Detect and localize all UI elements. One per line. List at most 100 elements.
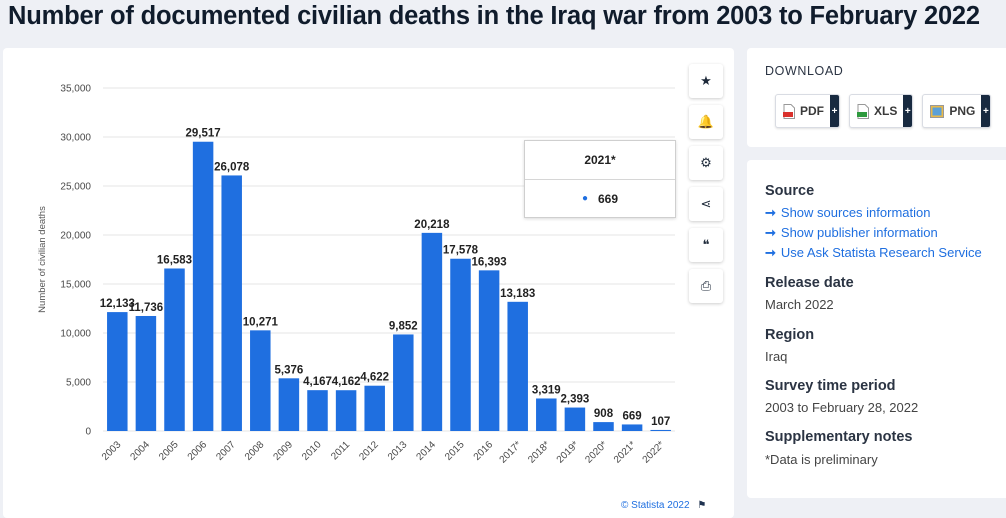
download-pdf-button[interactable]: PDF + [775, 94, 840, 128]
png-file-icon [930, 104, 945, 118]
bell-button[interactable]: 🔔 [689, 105, 723, 139]
supplementary-notes-value: *Data is preliminary [765, 452, 878, 467]
download-panel: DOWNLOAD PDF + XLS + [747, 48, 1006, 147]
share-icon: ⋖ [700, 196, 712, 211]
series-dot-icon: ● [581, 193, 588, 204]
bar [278, 378, 300, 431]
chart-tooltip: 2021* ● 669 [524, 140, 676, 218]
flag-icon: ⚑ [697, 500, 707, 511]
bar [335, 390, 357, 431]
x-tick-label: 2007 [214, 439, 238, 463]
data-label: 5,376 [275, 364, 304, 376]
copyright-text: © Statista 2022 [621, 500, 690, 511]
link-label: Show sources information [780, 205, 931, 220]
data-label: 20,218 [414, 219, 450, 231]
arrow-right-icon: ➞ [765, 225, 776, 240]
bar [192, 141, 214, 431]
bar [250, 330, 271, 431]
x-tick-label: 2005 [157, 439, 181, 463]
x-tick-label: 2009 [272, 439, 296, 463]
y-tick-label: 25,000 [60, 182, 91, 193]
y-tick-label: 15,000 [60, 280, 91, 291]
chart-toolbar: ★ 🔔 ⚙ ⋖ ❝ ⎙ [689, 64, 723, 310]
x-tick-label: 2014 [415, 439, 439, 463]
x-tick-label: 2008 [243, 439, 267, 463]
xls-file-icon [857, 103, 869, 119]
data-label: 29,517 [186, 128, 221, 140]
bar [536, 398, 557, 431]
tooltip-body: ● 669 [525, 180, 675, 217]
download-xls-main: XLS [850, 95, 903, 127]
x-tick-label: 2020* [583, 439, 609, 465]
png-label: PNG [949, 104, 976, 118]
region-heading: Region [765, 327, 815, 343]
x-tick-label: 2016 [472, 439, 496, 463]
x-tick-label: 2018* [526, 439, 552, 465]
data-label: 11,736 [129, 302, 164, 314]
data-label: 908 [594, 408, 614, 420]
bar [364, 385, 385, 431]
x-tick-label: 2015 [443, 439, 467, 463]
bar [107, 312, 128, 431]
bar [650, 429, 671, 431]
data-label: 26,078 [214, 161, 250, 173]
data-label: 13,183 [500, 288, 535, 300]
bar [393, 334, 414, 431]
x-tick-label: 2019* [555, 439, 581, 465]
arrow-right-icon: ➞ [765, 205, 776, 220]
quote-icon: ❝ [702, 237, 710, 252]
data-label: 12,133 [100, 298, 135, 310]
bar [221, 175, 242, 431]
x-tick-label: 2017* [498, 439, 524, 465]
bar [450, 258, 471, 431]
plus-icon: + [830, 95, 839, 127]
chart-panel: 0 5,000 10,000 15,000 20,000 25,000 30,000 35,0… [3, 48, 734, 518]
release-date-heading: Release date [765, 275, 854, 291]
x-tick-label: 2013 [386, 439, 410, 463]
data-label: 4,162 [332, 376, 361, 388]
data-label: 3,319 [532, 384, 561, 396]
page-title: Number of documented civilian deaths in … [8, 2, 980, 30]
print-icon: ⎙ [700, 278, 712, 293]
data-label: 9,852 [389, 320, 418, 332]
x-tick-label: 2022* [641, 439, 667, 465]
settings-icon: ⚙ [700, 155, 712, 170]
share-button[interactable]: ⋖ [689, 187, 723, 221]
data-label: 10,271 [243, 316, 279, 328]
data-label: 669 [623, 410, 642, 422]
settings-button[interactable]: ⚙ [689, 146, 723, 180]
source-heading: Source [765, 183, 815, 199]
supplementary-notes-heading: Supplementary notes [765, 429, 913, 445]
copyright-link[interactable]: © Statista 2022 ⚑ [621, 500, 706, 511]
link-label: Use Ask Statista Research Service [780, 245, 982, 260]
print-button[interactable]: ⎙ [689, 269, 723, 303]
data-label: 16,583 [157, 254, 192, 266]
favorite-button[interactable]: ★ [689, 64, 723, 98]
y-tick-label: 0 [85, 427, 91, 438]
info-panel: Source ➞ Show sources information ➞ Show p… [747, 160, 1006, 498]
link-label: Show publisher information [780, 225, 938, 240]
release-date-value: March 2022 [765, 297, 834, 312]
download-png-main: PNG [923, 95, 981, 127]
pdf-label: PDF [800, 104, 824, 118]
x-tick-label: 2010 [300, 439, 324, 463]
data-label: 2,393 [561, 394, 590, 406]
tooltip-value: 669 [598, 191, 619, 206]
ask-statista-link[interactable]: ➞ Use Ask Statista Research Service [765, 245, 982, 261]
bar [478, 270, 500, 431]
survey-period-value: 2003 to February 28, 2022 [765, 400, 919, 415]
quote-button[interactable]: ❝ [689, 228, 723, 262]
show-sources-link[interactable]: ➞ Show sources information [765, 205, 930, 221]
bar [593, 422, 614, 431]
download-title: DOWNLOAD [765, 64, 844, 78]
show-publisher-link[interactable]: ➞ Show publisher information [765, 225, 938, 241]
download-xls-button[interactable]: XLS + [849, 94, 914, 128]
bar [421, 232, 443, 431]
download-pdf-main: PDF [776, 95, 830, 127]
x-tick-label: 2021* [612, 439, 638, 465]
data-label: 4,622 [360, 372, 389, 384]
favorite-icon: ★ [700, 73, 712, 88]
bell-icon: 🔔 [697, 114, 715, 129]
download-png-button[interactable]: PNG + [922, 94, 992, 128]
plus-icon: + [903, 95, 913, 127]
